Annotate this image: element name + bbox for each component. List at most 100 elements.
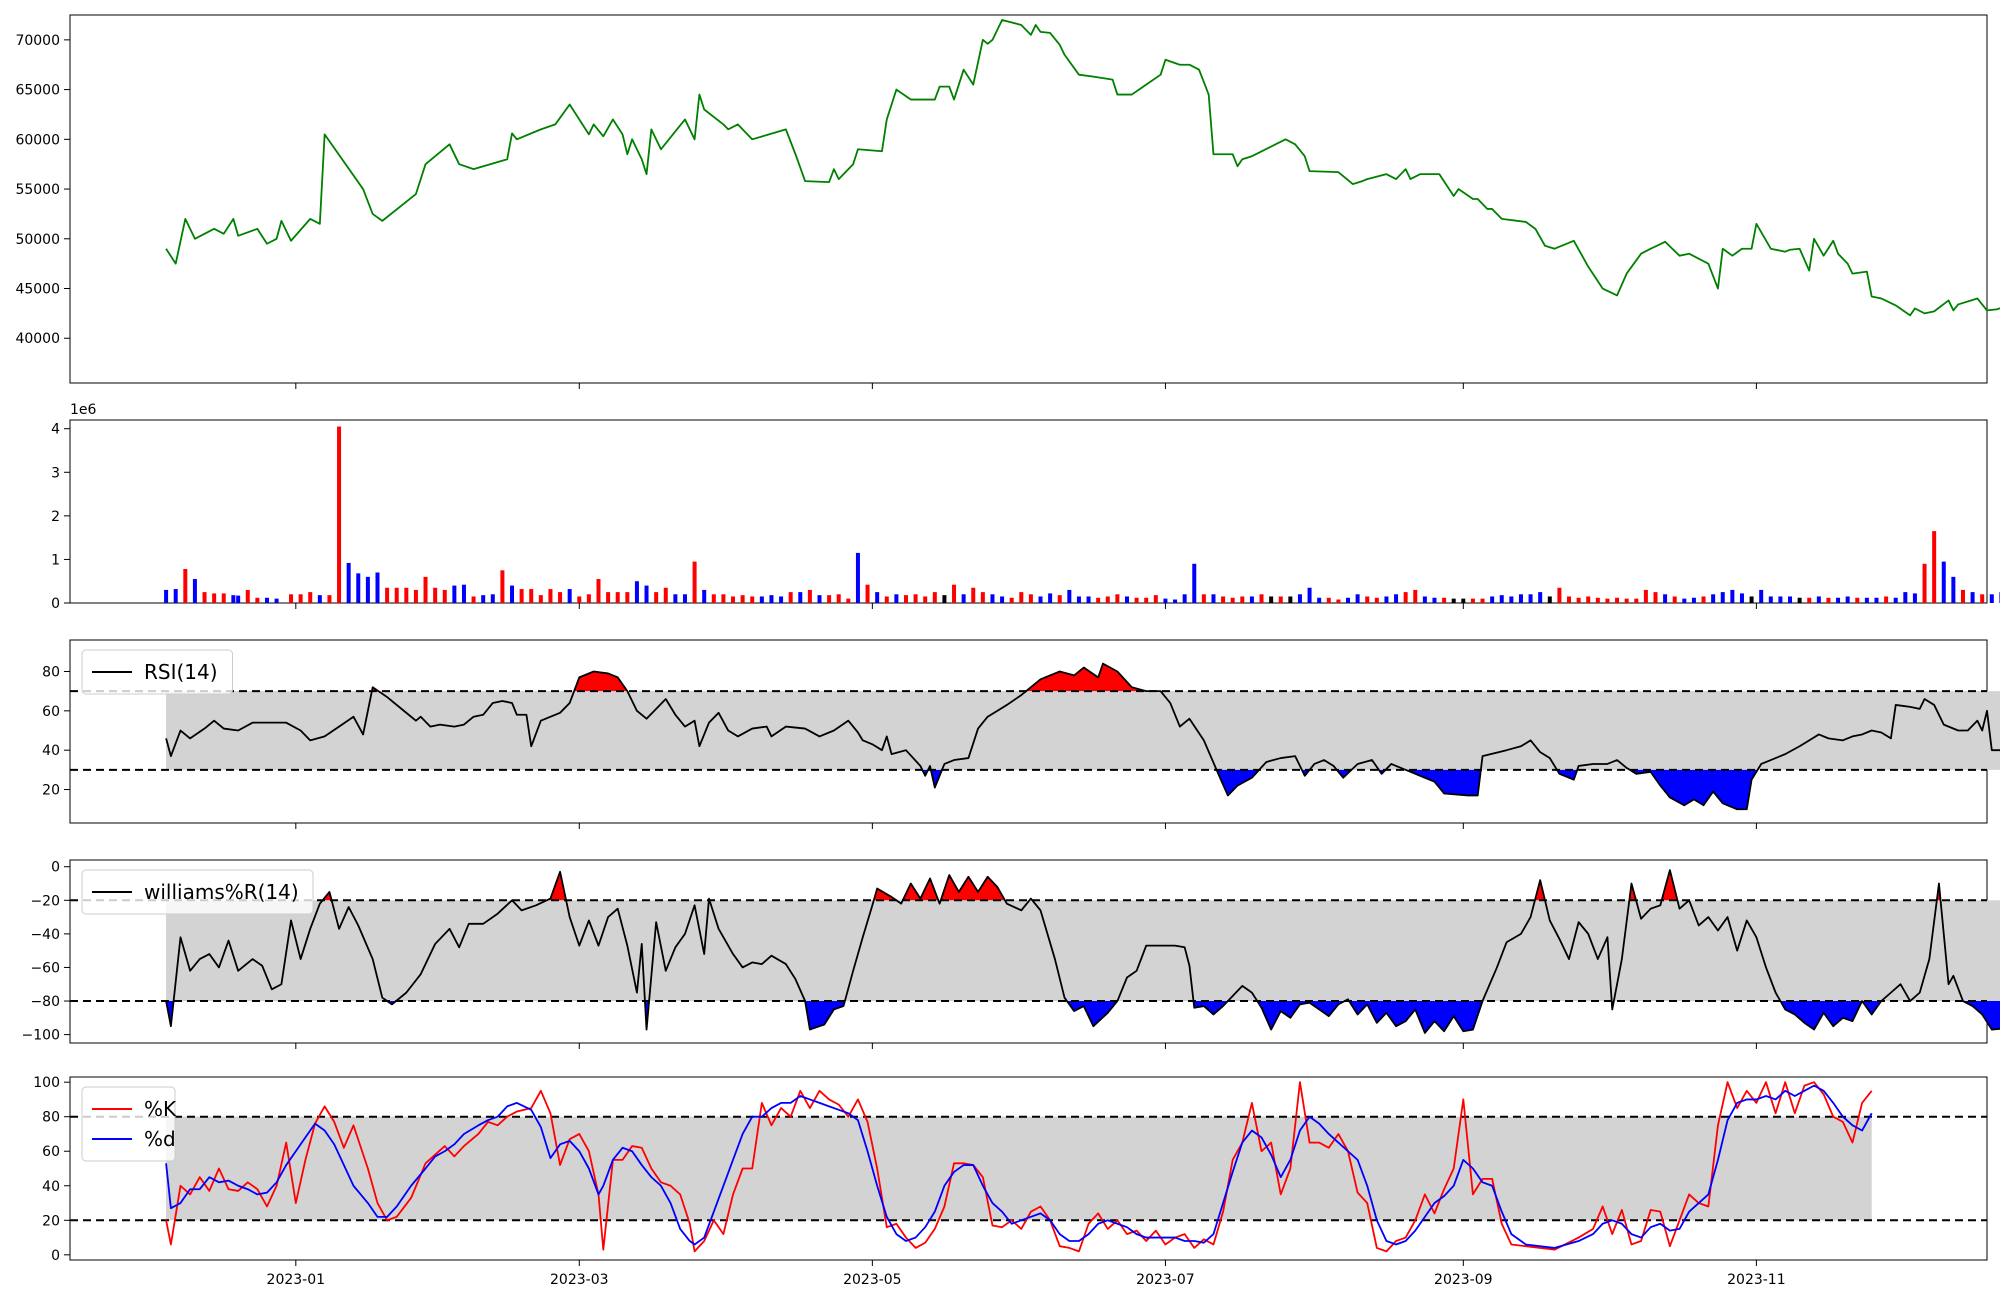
- volume-bar: [1124, 596, 1129, 603]
- volume-bar: [1019, 592, 1024, 603]
- volume-bar: [913, 594, 918, 603]
- volume-bar: [365, 576, 370, 603]
- williams-overbought-region: [940, 875, 1005, 901]
- volume-bar: [202, 592, 207, 603]
- volume-bar: [510, 585, 515, 603]
- volume-bar: [1509, 596, 1514, 603]
- volume-bar: [1605, 598, 1610, 603]
- volume-bar: [1778, 596, 1783, 603]
- williams-overbought-region: [1534, 880, 1545, 901]
- volume-bar: [779, 596, 784, 603]
- volume-bar: [1096, 597, 1101, 603]
- volume-bar: [1711, 594, 1716, 603]
- x-tick-label: 2023-05: [843, 1272, 902, 1288]
- volume-bar: [1538, 592, 1543, 603]
- x-tick-label: 2023-01: [267, 1272, 326, 1288]
- rsi-ytick-label: 40: [42, 743, 60, 759]
- stochastic-ytick-label: 80: [42, 1110, 60, 1126]
- x-tick-label: 2023-11: [1727, 1272, 1786, 1288]
- volume-bar: [1009, 597, 1014, 603]
- volume-bar: [846, 598, 851, 603]
- volume-bar: [836, 594, 841, 603]
- volume-bar: [740, 595, 745, 603]
- volume-bar: [1893, 597, 1898, 603]
- volume-bar: [433, 587, 438, 603]
- volume-bar: [855, 552, 860, 603]
- volume-bar: [192, 579, 197, 603]
- volume-bar: [1374, 597, 1379, 603]
- volume-bar: [1826, 597, 1831, 603]
- price-ytick-label: 70000: [15, 33, 60, 49]
- williams-ytick-label: −20: [30, 893, 60, 909]
- volume-bar: [1288, 596, 1293, 603]
- williams-oversold-region: [805, 1001, 845, 1030]
- williams-oversold-region: [1257, 1001, 1345, 1030]
- x-tick-label: 2023-09: [1434, 1272, 1493, 1288]
- volume-bar: [1153, 595, 1158, 603]
- volume-bar: [1874, 597, 1879, 603]
- price-ytick-label: 65000: [15, 83, 60, 99]
- volume-bar: [1326, 597, 1331, 603]
- volume-bar: [625, 592, 630, 603]
- volume-bar: [1240, 596, 1245, 603]
- price-ytick-label: 40000: [15, 331, 60, 347]
- volume-bar: [1259, 594, 1264, 603]
- williams-neutral-band: [166, 900, 2000, 1002]
- williams-overbought-region: [1661, 870, 1678, 901]
- volume-bar: [673, 594, 678, 603]
- williams-ytick-label: −100: [22, 1028, 60, 1044]
- volume-bar: [1845, 596, 1850, 603]
- volume-bar: [1230, 597, 1235, 603]
- x-tick-label: 2023-07: [1136, 1272, 1195, 1288]
- volume-bar: [1249, 596, 1254, 603]
- volume-bar: [1855, 597, 1860, 603]
- volume-bar: [1134, 597, 1139, 603]
- volume-bar: [1499, 595, 1504, 603]
- volume-bar: [1192, 563, 1197, 603]
- volume-bar: [1442, 597, 1447, 603]
- volume-bar: [1615, 597, 1620, 603]
- volume-bar: [817, 595, 822, 603]
- volume-bar: [183, 569, 188, 603]
- volume-bar: [952, 584, 957, 603]
- volume-ytick-label: 2: [51, 509, 60, 525]
- volume-bar: [1567, 596, 1572, 603]
- volume-bar: [1221, 596, 1226, 603]
- volume-bar: [1797, 597, 1802, 603]
- volume-bar: [923, 596, 928, 603]
- volume-bar: [1480, 598, 1485, 603]
- williams-ytick-label: −80: [30, 994, 60, 1010]
- price-line: [165, 19, 2000, 317]
- volume-bar: [1297, 594, 1302, 603]
- rsi-legend-label: RSI(14): [144, 660, 218, 684]
- volume-bar: [308, 592, 313, 603]
- x-tick-label: 2023-03: [550, 1272, 609, 1288]
- volume-bar: [173, 589, 178, 603]
- williams-ytick-label: −60: [30, 960, 60, 976]
- stochastic-ytick-label: 20: [42, 1213, 60, 1229]
- williams-oversold-region: [1193, 1001, 1228, 1015]
- stochastic-ytick-label: 0: [51, 1248, 60, 1264]
- volume-bar: [481, 595, 486, 603]
- rsi-x-axis: [295, 823, 1757, 829]
- williams-y-axis: −100 −80 −60 −40 −20 0: [22, 860, 70, 1044]
- volume-bar: [289, 594, 294, 603]
- rsi-oversold-region: [930, 769, 943, 788]
- volume-bar: [1451, 598, 1456, 603]
- volume-bar: [1470, 598, 1475, 603]
- volume-bar: [558, 592, 563, 603]
- price-ytick-label: 50000: [15, 232, 60, 248]
- volume-bar: [1528, 594, 1533, 603]
- price-x-axis: [295, 383, 1757, 389]
- volume-bar: [1980, 594, 1985, 603]
- volume-bar: [990, 594, 995, 603]
- williams-oversold-region: [1862, 1001, 1882, 1015]
- volume-bar: [356, 573, 361, 603]
- volume-bar: [1028, 594, 1033, 603]
- volume-bar: [903, 595, 908, 603]
- williams-legend-box: [81, 869, 314, 915]
- volume-bar: [1182, 594, 1187, 603]
- volume-bar: [577, 596, 582, 603]
- volume-bar: [1336, 599, 1341, 603]
